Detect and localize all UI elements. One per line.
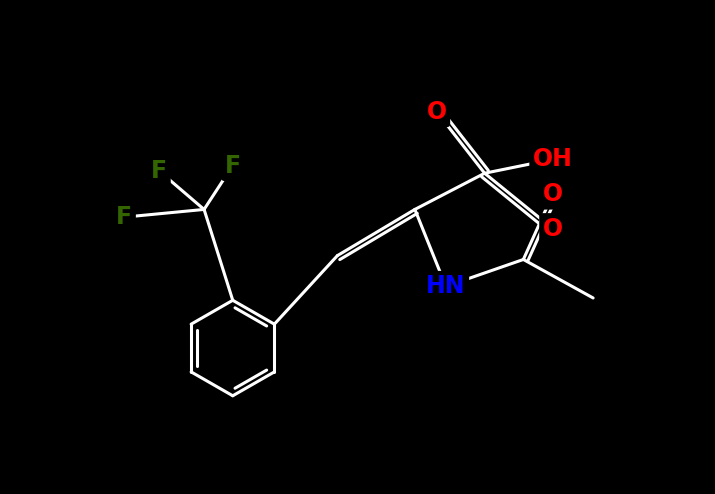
Text: OH: OH bbox=[533, 147, 573, 171]
Text: O: O bbox=[427, 100, 447, 124]
Text: O: O bbox=[427, 100, 447, 124]
Text: F: F bbox=[225, 154, 241, 177]
Text: F: F bbox=[116, 205, 132, 229]
Text: OH: OH bbox=[533, 147, 573, 171]
Text: HN: HN bbox=[426, 275, 465, 298]
Text: F: F bbox=[225, 154, 241, 177]
Text: O: O bbox=[543, 217, 563, 241]
Text: O: O bbox=[543, 182, 563, 206]
Text: F: F bbox=[116, 205, 132, 229]
Text: F: F bbox=[151, 159, 167, 183]
Text: F: F bbox=[151, 159, 167, 183]
Text: O: O bbox=[543, 217, 563, 241]
Text: O: O bbox=[543, 182, 563, 206]
Text: HN: HN bbox=[426, 275, 465, 298]
